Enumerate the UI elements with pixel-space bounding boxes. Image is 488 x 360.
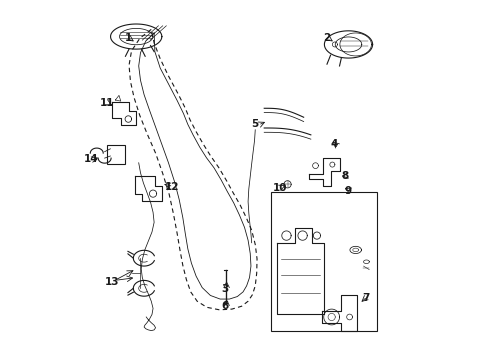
- Text: 9: 9: [344, 186, 351, 197]
- Text: 4: 4: [330, 139, 337, 149]
- Text: 10: 10: [272, 183, 286, 193]
- Text: 6: 6: [221, 301, 228, 311]
- Text: 2: 2: [323, 33, 330, 43]
- Text: 8: 8: [341, 171, 348, 181]
- Text: 12: 12: [164, 182, 179, 192]
- Text: 7: 7: [362, 293, 369, 303]
- Text: 11: 11: [100, 98, 115, 108]
- Text: 3: 3: [221, 284, 228, 294]
- Text: 14: 14: [83, 154, 98, 164]
- Text: 13: 13: [104, 277, 119, 287]
- Text: 5: 5: [251, 120, 258, 129]
- Text: 1: 1: [124, 33, 131, 43]
- Bar: [271, 192, 376, 331]
